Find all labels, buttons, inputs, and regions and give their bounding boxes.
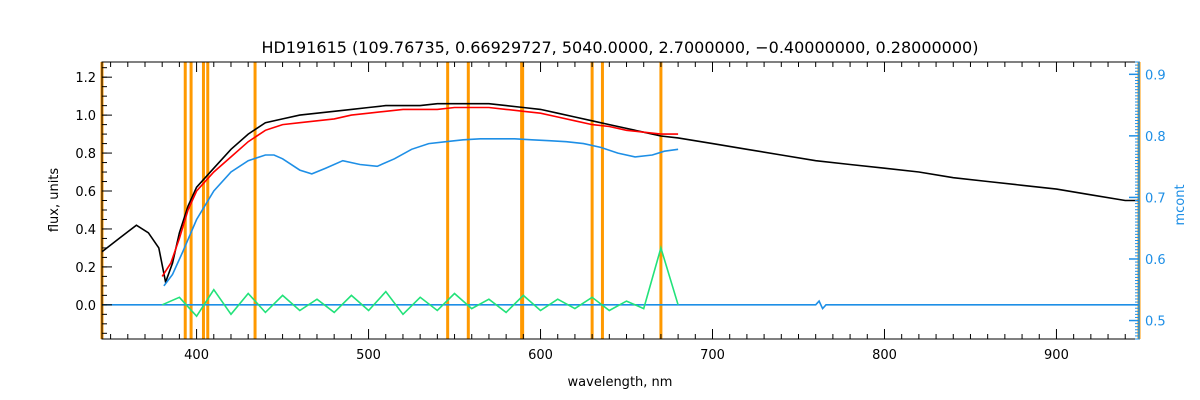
y-tick-label: 0.4 [75,223,96,238]
series-line [101,102,1139,286]
y-axis-title: flux, units [47,168,62,233]
x-tick-label: 800 [872,348,897,363]
plot-frame [101,61,1140,340]
series-line [161,106,679,277]
marker-lines [100,62,1141,339]
y2-tick-label: 0.8 [1145,130,1166,145]
y-tick-label: 0.2 [75,261,96,276]
series-line [163,138,679,287]
y2-tick-label: 0.5 [1145,315,1166,330]
y-tick-label: 0.8 [75,147,96,162]
y2-tick-label: 0.6 [1145,253,1166,268]
y2-axis-title: mcont [1173,184,1188,225]
x-tick-label: 600 [528,348,553,363]
x-axis-title: wavelength, nm [568,375,673,390]
y-axis: 0.0 0.2 0.4 0.6 0.8 1.0 1.2 [75,67,112,334]
x-tick-label: 700 [700,348,725,363]
y-tick-label: 1.2 [75,71,96,86]
y-tick-label: 0.0 [75,299,96,314]
y2-tick-label: 0.7 [1145,191,1166,206]
x-tick-label: 400 [184,348,209,363]
chart-title: HD191615 (109.76735, 0.66929727, 5040.00… [262,38,979,57]
y2-axis: 0.5 0.6 0.7 0.8 0.9 [1129,61,1166,340]
chart-series [101,102,1139,318]
x-axis: 400 500 600 700 800 900 [110,62,1126,363]
y-tick-label: 0.6 [75,185,96,200]
y2-tick-label: 0.9 [1145,68,1166,83]
y-tick-label: 1.0 [75,109,96,124]
series-line [102,299,1139,311]
series-line [161,245,679,318]
x-tick-label: 500 [356,348,381,363]
x-tick-label: 900 [1044,348,1069,363]
